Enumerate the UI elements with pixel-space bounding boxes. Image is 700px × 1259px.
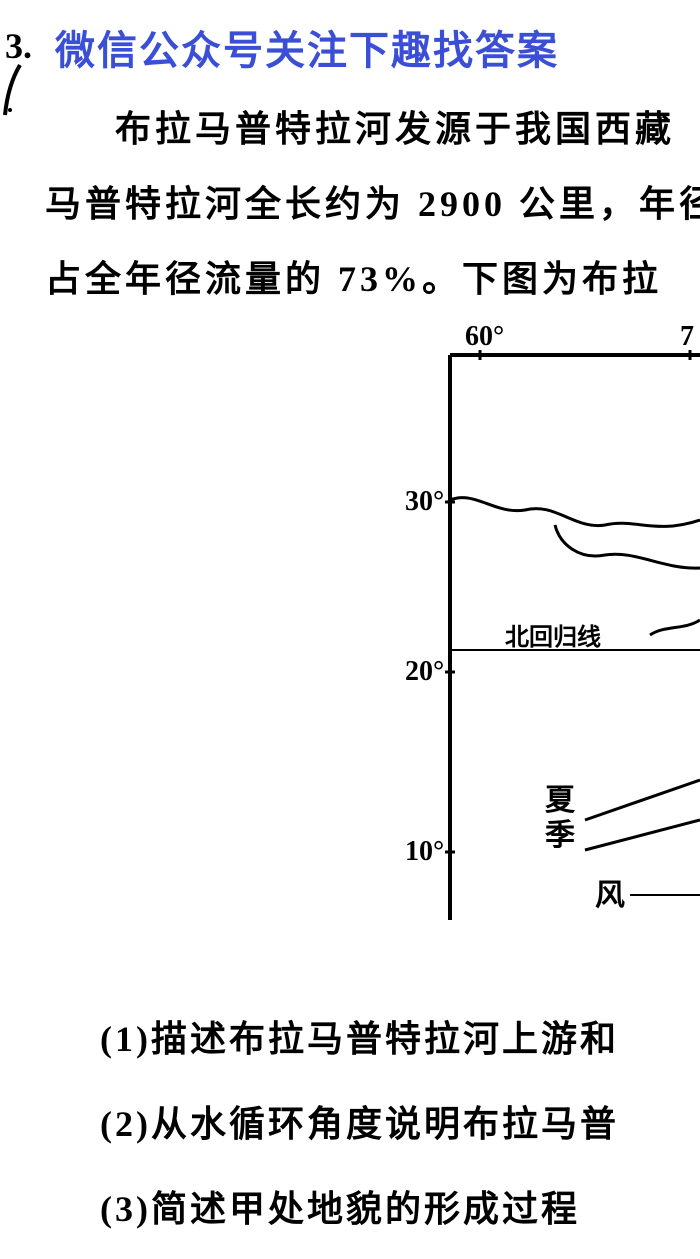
paragraph-line-1: 布拉马普特拉河发源于我国西藏	[115, 100, 675, 152]
map-svg: 60° 7 30° 20° 10° 北回归线 夏 季 风	[405, 320, 700, 920]
tropic-label: 北回归线	[505, 624, 601, 651]
summer-label-1: 夏	[545, 784, 576, 817]
summer-label-2: 季	[545, 819, 575, 852]
watermark-text: 微信公众号关注下趣找答案	[55, 18, 559, 76]
paragraph-line-3: 占全年径流量的 73%。下图为布拉	[45, 250, 662, 302]
sub-question-2: (2)从水循环角度说明布拉马普	[100, 1095, 619, 1147]
margin-stroke	[0, 60, 30, 120]
lat-tick-10: 10°	[405, 836, 444, 867]
sub-question-3: (3)简述甲处地貌的形成过程	[100, 1180, 580, 1232]
coast-near-tropic	[650, 620, 700, 635]
map-figure: 60° 7 30° 20° 10° 北回归线 夏 季 风	[405, 320, 700, 920]
coastline-30n	[450, 498, 700, 527]
paragraph-line-2: 马普特拉河全长约为 2900 公里，年径	[45, 175, 700, 227]
wind-label: 风	[595, 879, 625, 912]
question-number: 3.	[5, 25, 32, 67]
lat-tick-30: 30°	[405, 486, 444, 517]
monsoon-arrow-1	[585, 780, 700, 820]
sub-question-1: (1)描述布拉马普特拉河上游和	[100, 1010, 619, 1062]
coastline-detail	[555, 525, 700, 568]
lon-tick-60: 60°	[465, 321, 504, 352]
monsoon-arrow-2	[585, 820, 700, 850]
lat-tick-20: 20°	[405, 656, 444, 687]
lon-tick-70: 7	[680, 321, 694, 352]
